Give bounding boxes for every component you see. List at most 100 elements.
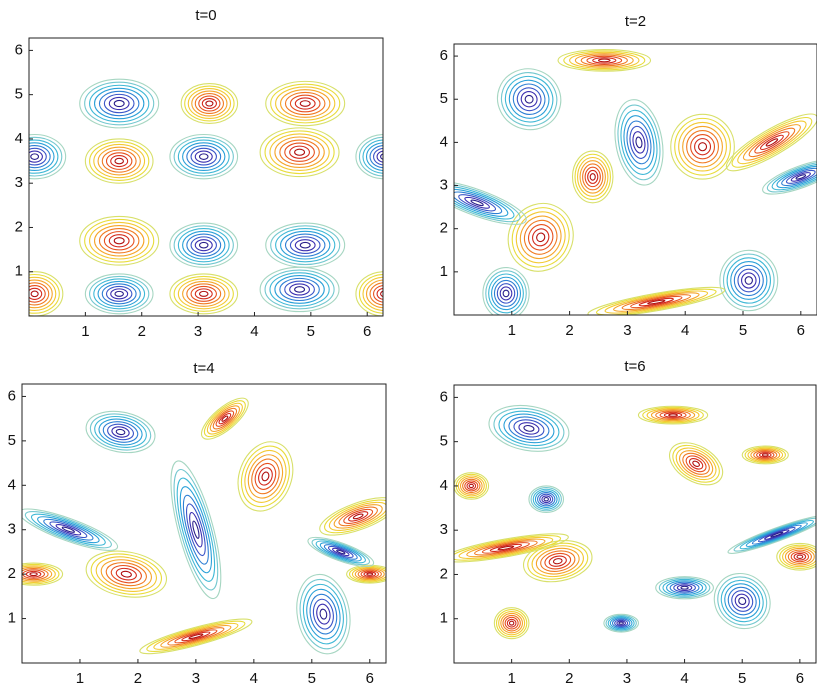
- contour-line: [454, 535, 562, 561]
- contour-line: [765, 138, 779, 147]
- contour-line: [635, 136, 643, 149]
- contour-line: [221, 415, 229, 422]
- contour-line: [218, 412, 232, 425]
- plot-frame: [453, 43, 817, 316]
- contour-line: [79, 78, 160, 129]
- contour-line: [173, 468, 219, 591]
- contour-line: [614, 619, 629, 628]
- contour-line: [279, 139, 320, 165]
- contour-line: [269, 272, 330, 307]
- contour-line: [682, 452, 710, 475]
- contour-line: [557, 49, 652, 72]
- contour-line: [25, 570, 42, 578]
- contour-line: [613, 292, 700, 312]
- contour-line: [139, 618, 253, 655]
- contour-line: [482, 266, 530, 315]
- contour-line: [89, 413, 152, 451]
- contour-line: [296, 573, 351, 655]
- contour-line: [670, 113, 735, 180]
- contour-line: [84, 81, 155, 126]
- contour-line: [741, 445, 789, 465]
- contour-line: [376, 150, 383, 163]
- contour-line: [108, 96, 130, 111]
- contour-line: [146, 620, 246, 653]
- contour-line: [294, 97, 316, 110]
- contour-line: [587, 286, 726, 315]
- contour-line: [468, 483, 475, 489]
- contour-line: [354, 568, 385, 581]
- contour-line: [464, 480, 479, 492]
- contour-line: [346, 564, 386, 584]
- x-tick-label: 4: [681, 322, 689, 339]
- contour-line: [29, 279, 53, 309]
- contour-line: [279, 89, 331, 118]
- contour-line: [616, 620, 627, 626]
- contour-line: [459, 477, 483, 495]
- contour-line: [519, 215, 562, 260]
- contour-line: [579, 160, 606, 194]
- contour-line: [29, 285, 46, 303]
- contour-line: [672, 444, 720, 483]
- contour-line: [30, 290, 39, 298]
- contour-line: [22, 565, 56, 584]
- contour-line: [498, 410, 560, 447]
- contour-field: [22, 397, 386, 655]
- contour-line: [504, 616, 519, 630]
- contour-line: [265, 80, 346, 127]
- y-tick-label: 6: [440, 388, 448, 405]
- contour-line: [516, 87, 542, 112]
- contour-line: [499, 286, 513, 301]
- contour-line: [358, 273, 383, 314]
- contour-line: [173, 225, 234, 266]
- contour-line: [790, 551, 810, 563]
- contour-line: [493, 607, 530, 640]
- contour-line: [55, 524, 82, 536]
- contour-line: [730, 261, 768, 300]
- contour-line: [348, 511, 369, 522]
- contour-line: [366, 572, 374, 576]
- contour-line: [738, 597, 747, 606]
- contour-line: [609, 617, 633, 630]
- contour-line: [355, 271, 383, 316]
- contour-line: [727, 515, 816, 554]
- contour-line: [110, 288, 129, 300]
- contour-line: [275, 86, 336, 121]
- contour-line: [582, 163, 604, 191]
- y-tick-label: 5: [440, 433, 448, 450]
- contour-line: [105, 562, 147, 587]
- contour-line: [182, 230, 226, 260]
- contour-line: [206, 402, 243, 435]
- contour-line: [569, 51, 640, 70]
- contour-line: [662, 578, 707, 597]
- y-tick-label: 3: [440, 177, 448, 194]
- contour-line: [100, 559, 152, 590]
- contour-line: [751, 524, 802, 545]
- contour-line: [630, 295, 683, 309]
- contour-line: [747, 447, 784, 463]
- contour-line: [750, 448, 781, 462]
- contour-line: [190, 236, 217, 255]
- contour-line: [744, 276, 753, 285]
- contour-line: [264, 269, 335, 310]
- y-tick-label: 5: [15, 86, 23, 103]
- contour-line: [153, 622, 239, 650]
- contour-line: [160, 624, 232, 648]
- contour-line: [776, 165, 817, 189]
- contour-line: [198, 153, 209, 160]
- contour-line: [98, 90, 140, 117]
- contour-line: [294, 239, 316, 252]
- contour-line: [673, 583, 696, 593]
- y-tick-label: 2: [440, 220, 448, 237]
- x-tick-label: 1: [81, 323, 89, 340]
- contour-line: [539, 493, 554, 505]
- contour-line: [299, 100, 311, 107]
- contour-line: [532, 228, 550, 247]
- contour-line: [617, 104, 661, 181]
- contour-line: [177, 139, 230, 174]
- contour-line: [98, 418, 143, 446]
- y-tick-label: 2: [15, 218, 23, 235]
- panel-title: t=0: [195, 7, 216, 24]
- contour-line: [692, 460, 700, 467]
- contour-line: [194, 93, 225, 115]
- contour-line: [678, 121, 727, 172]
